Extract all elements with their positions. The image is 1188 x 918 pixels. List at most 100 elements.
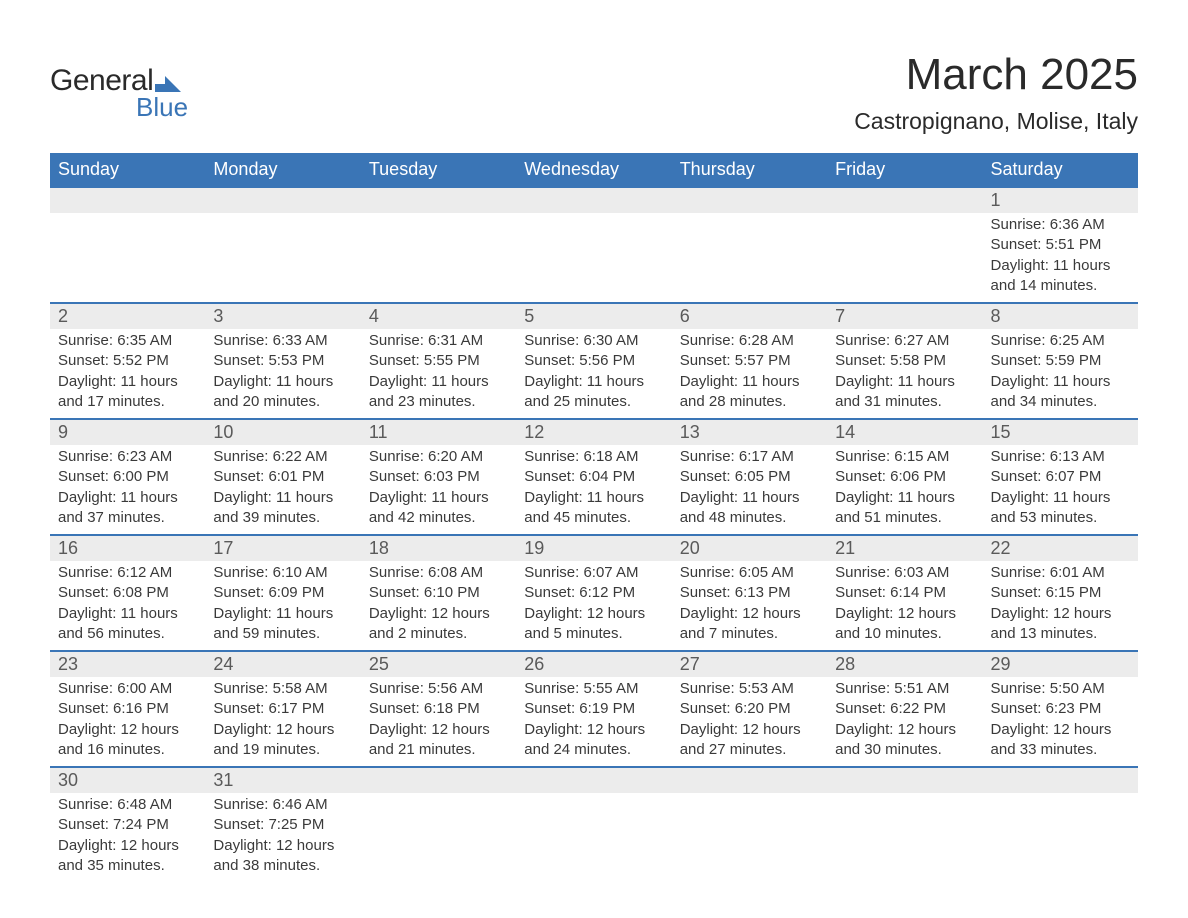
day-detail-cell — [672, 213, 827, 303]
sunrise-text: Sunrise: 6:23 AM — [58, 447, 197, 467]
day-detail-cell: Sunrise: 6:35 AMSunset: 5:52 PMDaylight:… — [50, 329, 205, 419]
day1-text: Daylight: 11 hours — [524, 488, 663, 508]
day-number: 20 — [672, 536, 827, 561]
day2-text: and 16 minutes. — [58, 740, 197, 760]
day-detail-cell: Sunrise: 6:00 AMSunset: 6:16 PMDaylight:… — [50, 677, 205, 767]
sunset-text: Sunset: 6:01 PM — [213, 467, 352, 487]
day2-text: and 53 minutes. — [991, 508, 1130, 528]
day-detail-cell: Sunrise: 6:30 AMSunset: 5:56 PMDaylight:… — [516, 329, 671, 419]
day2-text: and 10 minutes. — [835, 624, 974, 644]
sunrise-text: Sunrise: 5:53 AM — [680, 679, 819, 699]
day-detail-cell: Sunrise: 6:23 AMSunset: 6:00 PMDaylight:… — [50, 445, 205, 535]
day-detail-cell — [983, 793, 1138, 882]
day-detail-cell: Sunrise: 5:50 AMSunset: 6:23 PMDaylight:… — [983, 677, 1138, 767]
day-detail-cell: Sunrise: 6:12 AMSunset: 6:08 PMDaylight:… — [50, 561, 205, 651]
day-number: 22 — [983, 536, 1138, 561]
day-number: 21 — [827, 536, 982, 561]
sunrise-text: Sunrise: 6:12 AM — [58, 563, 197, 583]
day-number-cell: 27 — [672, 651, 827, 677]
day-number-cell: 24 — [205, 651, 360, 677]
day-number: 26 — [516, 652, 671, 677]
day-number-cell: 18 — [361, 535, 516, 561]
day-number-cell: 6 — [672, 303, 827, 329]
calendar-week-detail-row: Sunrise: 6:00 AMSunset: 6:16 PMDaylight:… — [50, 677, 1138, 767]
day-detail-cell — [827, 793, 982, 882]
day-number: 27 — [672, 652, 827, 677]
day-detail-cell: Sunrise: 5:51 AMSunset: 6:22 PMDaylight:… — [827, 677, 982, 767]
sunset-text: Sunset: 6:15 PM — [991, 583, 1130, 603]
day-number-cell — [361, 767, 516, 793]
day-number: 2 — [50, 304, 205, 329]
sunrise-text: Sunrise: 6:03 AM — [835, 563, 974, 583]
day-number-cell: 4 — [361, 303, 516, 329]
day-number-cell — [516, 187, 671, 213]
day-number-cell: 12 — [516, 419, 671, 445]
sunset-text: Sunset: 6:03 PM — [369, 467, 508, 487]
day1-text: Daylight: 12 hours — [991, 720, 1130, 740]
day-number: 28 — [827, 652, 982, 677]
day2-text: and 14 minutes. — [991, 276, 1130, 296]
sunset-text: Sunset: 6:14 PM — [835, 583, 974, 603]
day-detail-cell: Sunrise: 6:07 AMSunset: 6:12 PMDaylight:… — [516, 561, 671, 651]
sunset-text: Sunset: 6:20 PM — [680, 699, 819, 719]
day-number-cell: 11 — [361, 419, 516, 445]
day2-text: and 2 minutes. — [369, 624, 508, 644]
day-number: 19 — [516, 536, 671, 561]
day2-text: and 21 minutes. — [369, 740, 508, 760]
day2-text: and 30 minutes. — [835, 740, 974, 760]
day1-text: Daylight: 12 hours — [58, 720, 197, 740]
day2-text: and 20 minutes. — [213, 392, 352, 412]
day-detail-cell: Sunrise: 5:56 AMSunset: 6:18 PMDaylight:… — [361, 677, 516, 767]
day-number: 4 — [361, 304, 516, 329]
header: General Blue March 2025 Castropignano, M… — [50, 50, 1138, 135]
sunrise-text: Sunrise: 5:58 AM — [213, 679, 352, 699]
day1-text: Daylight: 12 hours — [835, 720, 974, 740]
sunset-text: Sunset: 6:00 PM — [58, 467, 197, 487]
calendar-week-daynum-row: 1 — [50, 187, 1138, 213]
calendar-week-daynum-row: 9101112131415 — [50, 419, 1138, 445]
day-number-cell: 16 — [50, 535, 205, 561]
title-block: March 2025 Castropignano, Molise, Italy — [854, 50, 1138, 135]
day1-text: Daylight: 11 hours — [58, 488, 197, 508]
day-number: 10 — [205, 420, 360, 445]
day1-text: Daylight: 11 hours — [835, 488, 974, 508]
day2-text: and 17 minutes. — [58, 392, 197, 412]
day-number: 1 — [983, 188, 1138, 213]
calendar-week-daynum-row: 3031 — [50, 767, 1138, 793]
day-number-cell: 9 — [50, 419, 205, 445]
day-number: 8 — [983, 304, 1138, 329]
day-number-cell — [672, 767, 827, 793]
sunrise-text: Sunrise: 6:20 AM — [369, 447, 508, 467]
sunrise-text: Sunrise: 6:46 AM — [213, 795, 352, 815]
day2-text: and 45 minutes. — [524, 508, 663, 528]
sunset-text: Sunset: 6:05 PM — [680, 467, 819, 487]
day-number: 14 — [827, 420, 982, 445]
day1-text: Daylight: 12 hours — [369, 720, 508, 740]
sunrise-text: Sunrise: 6:01 AM — [991, 563, 1130, 583]
day2-text: and 31 minutes. — [835, 392, 974, 412]
day-number-cell: 5 — [516, 303, 671, 329]
logo: General Blue — [50, 64, 188, 123]
day-number-cell: 19 — [516, 535, 671, 561]
sunrise-text: Sunrise: 5:51 AM — [835, 679, 974, 699]
day1-text: Daylight: 12 hours — [524, 720, 663, 740]
day-number-cell: 21 — [827, 535, 982, 561]
day-detail-cell: Sunrise: 6:03 AMSunset: 6:14 PMDaylight:… — [827, 561, 982, 651]
logo-word-blue: Blue — [136, 92, 188, 123]
sunrise-text: Sunrise: 6:15 AM — [835, 447, 974, 467]
day-detail-cell: Sunrise: 6:17 AMSunset: 6:05 PMDaylight:… — [672, 445, 827, 535]
day-number-cell: 2 — [50, 303, 205, 329]
day-detail-cell: Sunrise: 5:53 AMSunset: 6:20 PMDaylight:… — [672, 677, 827, 767]
day-detail-cell — [827, 213, 982, 303]
day-number-cell: 29 — [983, 651, 1138, 677]
day-detail-cell: Sunrise: 6:31 AMSunset: 5:55 PMDaylight:… — [361, 329, 516, 419]
day-number-cell: 30 — [50, 767, 205, 793]
sunset-text: Sunset: 5:52 PM — [58, 351, 197, 371]
day-detail-cell — [672, 793, 827, 882]
day1-text: Daylight: 12 hours — [991, 604, 1130, 624]
sunrise-text: Sunrise: 6:36 AM — [991, 215, 1130, 235]
sunset-text: Sunset: 5:57 PM — [680, 351, 819, 371]
day-detail-cell: Sunrise: 6:05 AMSunset: 6:13 PMDaylight:… — [672, 561, 827, 651]
calendar-week-daynum-row: 16171819202122 — [50, 535, 1138, 561]
day-header: Saturday — [983, 153, 1138, 187]
